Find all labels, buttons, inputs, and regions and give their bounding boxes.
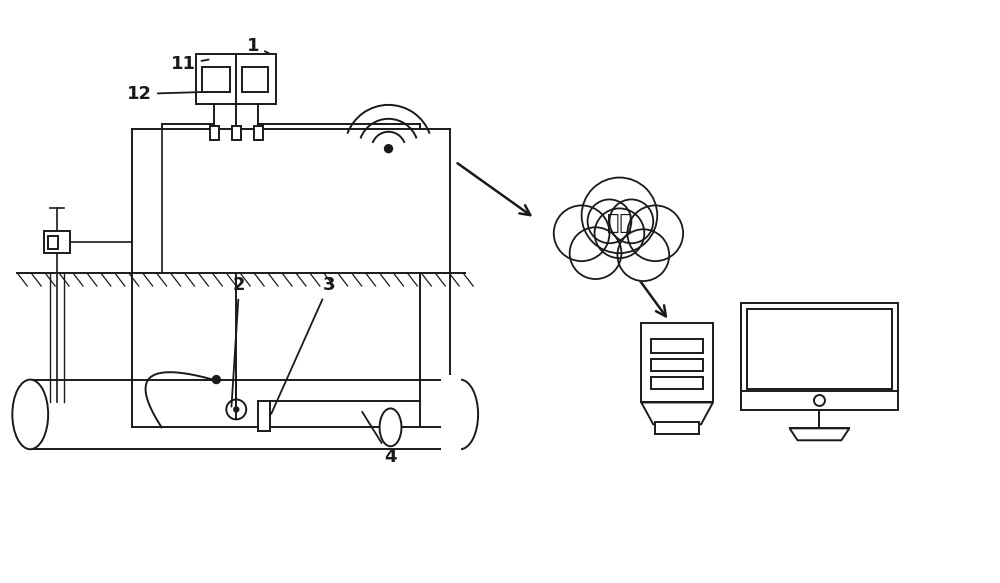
Circle shape bbox=[570, 227, 621, 279]
Polygon shape bbox=[790, 429, 849, 440]
Circle shape bbox=[595, 208, 644, 258]
Ellipse shape bbox=[12, 380, 48, 449]
Text: 3: 3 bbox=[271, 276, 335, 414]
Circle shape bbox=[609, 199, 653, 243]
Bar bbox=[655, 422, 699, 434]
Bar bbox=[651, 339, 703, 353]
Bar bbox=[651, 359, 703, 371]
Bar bbox=[202, 67, 230, 92]
Bar bbox=[242, 67, 268, 92]
Ellipse shape bbox=[380, 409, 401, 446]
Bar bbox=[258, 402, 270, 431]
Bar bbox=[232, 126, 241, 140]
Bar bbox=[196, 54, 276, 104]
Bar bbox=[254, 126, 263, 140]
Bar bbox=[48, 236, 58, 249]
Bar bbox=[210, 126, 219, 140]
Bar bbox=[651, 377, 703, 388]
Polygon shape bbox=[641, 402, 713, 424]
Bar bbox=[441, 375, 461, 454]
Circle shape bbox=[627, 205, 683, 261]
Text: 网络: 网络 bbox=[607, 213, 632, 233]
Text: 12: 12 bbox=[127, 85, 202, 103]
Text: 1: 1 bbox=[247, 37, 269, 55]
Text: 11: 11 bbox=[171, 55, 209, 73]
Circle shape bbox=[617, 229, 669, 281]
Circle shape bbox=[385, 145, 393, 153]
Ellipse shape bbox=[442, 380, 478, 449]
Bar bbox=[747, 309, 892, 388]
Circle shape bbox=[212, 375, 220, 384]
Bar bbox=[641, 323, 713, 402]
Bar bbox=[44, 231, 70, 253]
Text: 2: 2 bbox=[231, 276, 245, 407]
Circle shape bbox=[554, 205, 609, 261]
Bar bbox=[741, 303, 898, 410]
Text: 4: 4 bbox=[362, 412, 397, 466]
Circle shape bbox=[234, 407, 239, 412]
Circle shape bbox=[582, 178, 657, 253]
Circle shape bbox=[588, 199, 631, 243]
